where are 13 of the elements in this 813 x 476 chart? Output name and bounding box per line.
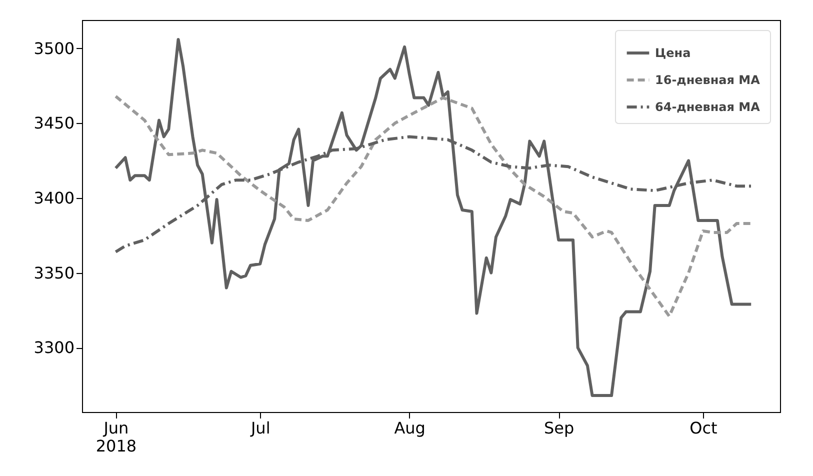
- x-tick-label: Sep: [544, 418, 574, 438]
- x-tick-label: Aug: [394, 418, 426, 438]
- x-tick-label: Oct: [690, 418, 718, 438]
- x-tick-label: Jul: [250, 418, 270, 438]
- legend-label: 64-дневная МА: [655, 100, 761, 114]
- y-tick-label: 3500: [34, 38, 74, 58]
- legend-label: Цена: [655, 46, 691, 60]
- y-tick-label: 3300: [34, 338, 74, 358]
- y-tick-label: 3350: [34, 263, 74, 282]
- y-tick-label: 3450: [34, 114, 74, 133]
- legend-label: 16-дневная МА: [655, 73, 761, 87]
- y-tick-label: 3400: [34, 188, 74, 208]
- x-tick-label: Jun 2018: [96, 418, 137, 456]
